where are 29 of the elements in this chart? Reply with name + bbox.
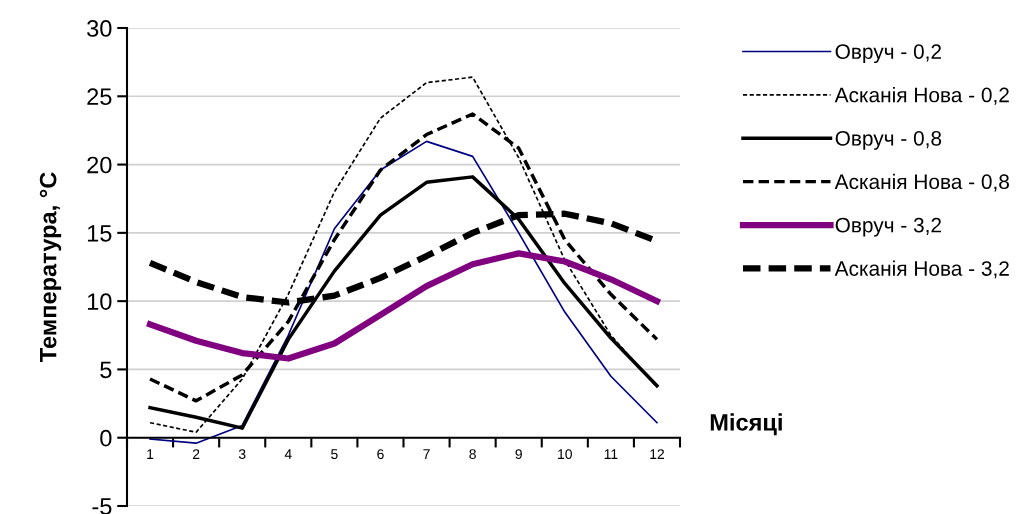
- y-tick-label: 15: [87, 225, 112, 242]
- y-tick-label: 10: [87, 293, 112, 310]
- y-tick-label: 30: [87, 20, 112, 37]
- line-series: [149, 140, 658, 445]
- x-tick-label: 10: [558, 449, 572, 460]
- x-tick-label: 5: [331, 449, 338, 460]
- y-axis-title: Температура, °C: [39, 172, 62, 363]
- y-tick-label: 5: [100, 361, 112, 379]
- x-tick-label: 12: [650, 449, 664, 459]
- legend-label: Овруч - 0,8: [835, 130, 942, 150]
- legend-label: Асканія Нова - 0,8: [834, 173, 1009, 192]
- y-tick-label: 0: [100, 429, 112, 447]
- y-tick-label: -5: [92, 498, 112, 514]
- x-tick-label: 2: [192, 449, 200, 459]
- legend-label: Овруч - 0,2: [835, 44, 941, 64]
- y-tick-label: 25: [87, 88, 112, 106]
- x-tick-label: 9: [515, 449, 522, 460]
- x-tick-label: 1: [147, 449, 154, 459]
- x-axis-title: Місяці: [710, 413, 782, 436]
- x-tick-label: 6: [377, 449, 384, 460]
- x-tick-label: 11: [604, 449, 618, 459]
- legend-label: Овруч - 3,2: [835, 217, 941, 237]
- legend-label: Асканія Нова - 0,2: [834, 87, 1009, 105]
- x-tick-label: 4: [284, 449, 292, 459]
- x-tick-label: 8: [469, 449, 476, 460]
- x-tick-label: 7: [423, 449, 430, 459]
- x-tick-label: 3: [238, 449, 246, 460]
- y-tick-label: 20: [87, 156, 112, 174]
- legend-label: Асканія Нова - 3,2: [834, 260, 1009, 279]
